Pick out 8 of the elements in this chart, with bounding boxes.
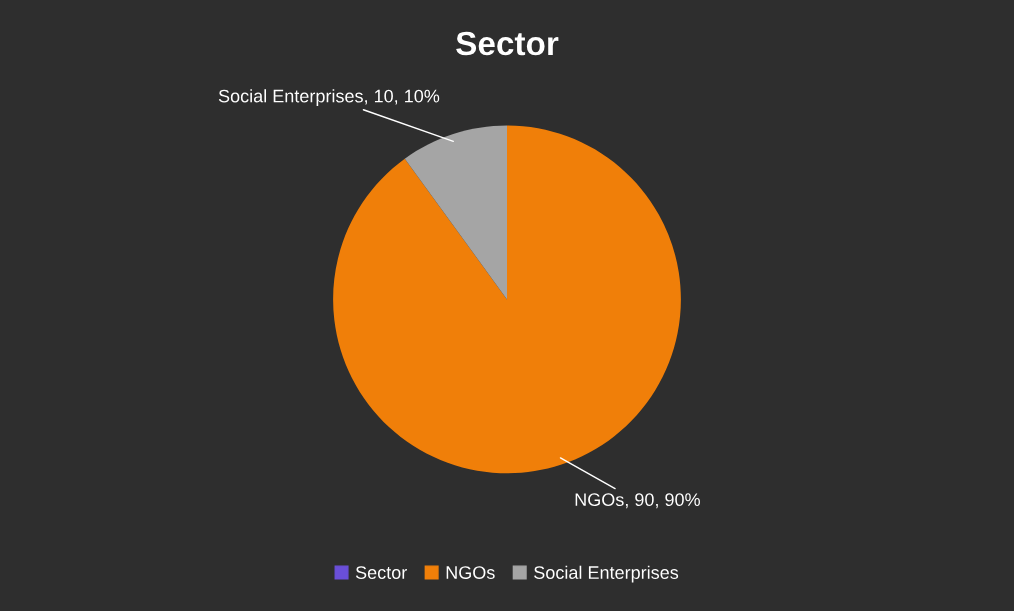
legend-label: Social Enterprises [534, 565, 679, 583]
legend-label: NGOs [446, 566, 495, 579]
pie-slice [333, 125, 681, 474]
chart-title: Sector [456, 31, 559, 56]
pie-slice [404, 125, 507, 300]
data-label: NGOs, 90, 90% [575, 493, 700, 509]
legend-label: Sector [355, 566, 407, 579]
data-label: Social Enterprises, 10, 10% [218, 89, 440, 107]
